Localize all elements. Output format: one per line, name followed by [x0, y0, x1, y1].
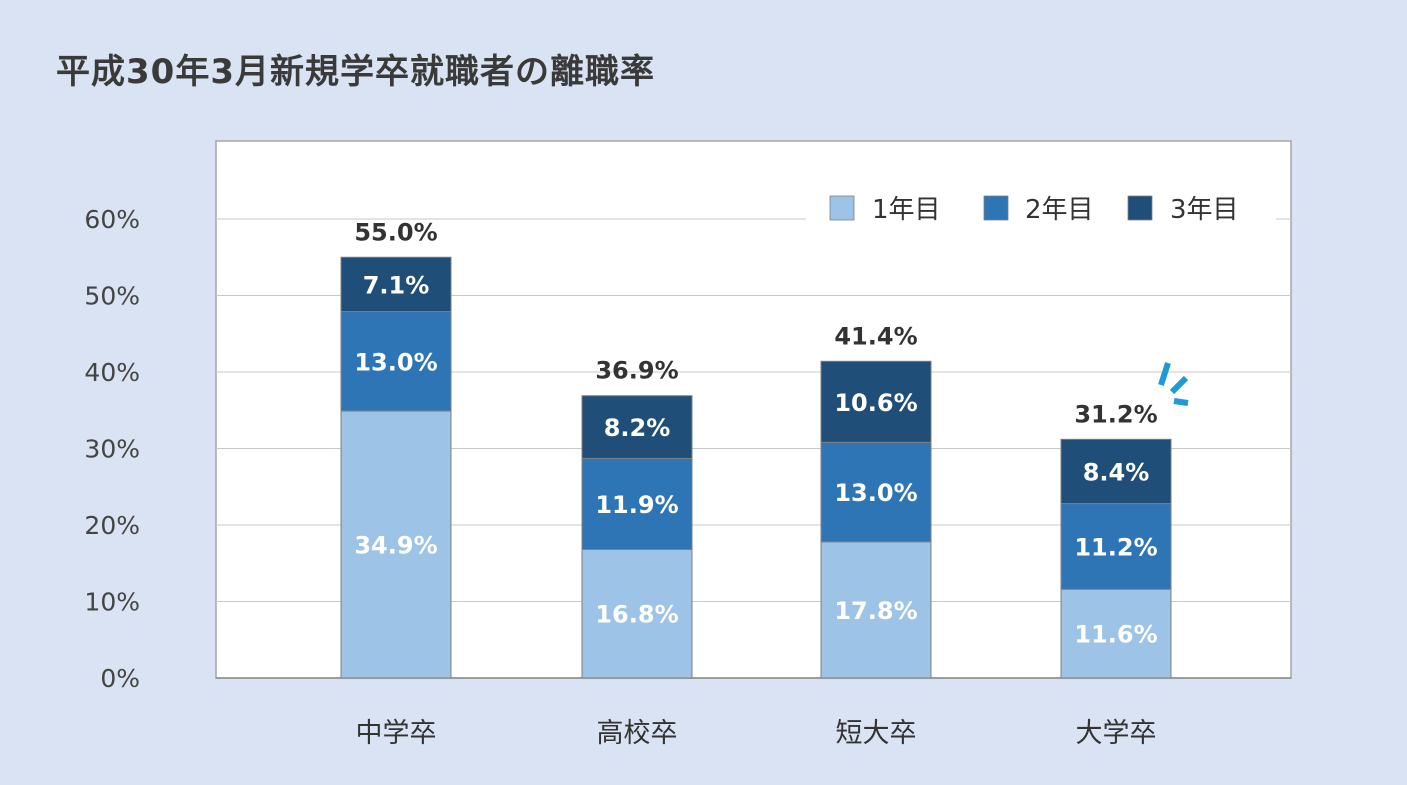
legend-label: 2年目 [1025, 195, 1094, 225]
legend-label: 1年目 [872, 195, 941, 225]
bar-segment [820, 541, 932, 679]
data-label: 11.2% [1074, 533, 1157, 561]
data-label: 7.1% [363, 271, 430, 299]
x-tick-label: 高校卒 [597, 718, 678, 749]
total-label: 31.2% [1074, 400, 1157, 428]
data-label: 8.2% [604, 414, 671, 442]
data-label: 11.9% [595, 491, 678, 519]
x-tick-label: 短大卒 [836, 718, 917, 749]
bar-segment [581, 548, 693, 679]
x-tick-label: 中学卒 [356, 718, 437, 749]
bar-segment [340, 410, 452, 679]
data-label: 8.4% [1083, 458, 1150, 486]
bar-segment [820, 441, 932, 543]
y-tick-label: 40% [84, 358, 140, 387]
bar-segment [340, 311, 452, 412]
bar-segment [581, 457, 693, 550]
data-label: 13.0% [354, 348, 437, 376]
bar-segment [1060, 503, 1172, 590]
y-tick-label: 30% [84, 435, 140, 464]
bar-segment [820, 360, 932, 443]
x-tick-label: 大学卒 [1076, 718, 1157, 749]
emphasis-mark [1173, 398, 1189, 406]
chart-title: 平成30年3月新規学卒就職者の離職率 [56, 52, 655, 92]
y-tick-label: 20% [84, 511, 140, 540]
data-label: 16.8% [595, 601, 678, 629]
data-label: 34.9% [354, 532, 437, 560]
data-label: 10.6% [834, 389, 917, 417]
emphasis-mark [1158, 362, 1171, 386]
y-tick-label: 0% [100, 664, 140, 693]
y-tick-label: 60% [84, 205, 140, 234]
total-label: 36.9% [595, 357, 678, 385]
legend-box [806, 188, 1276, 230]
bar-segment [581, 395, 693, 459]
data-label: 11.6% [1074, 621, 1157, 649]
data-label: 17.8% [834, 597, 917, 625]
legend-swatch [829, 195, 855, 221]
bar-segment [340, 256, 452, 313]
legend-swatch [983, 195, 1009, 221]
legend-swatch [1127, 195, 1153, 221]
bar-segment [1060, 438, 1172, 505]
y-tick-label: 50% [84, 282, 140, 311]
y-tick-label: 10% [84, 588, 140, 617]
legend-label: 3年目 [1170, 195, 1239, 225]
total-label: 55.0% [354, 218, 437, 246]
emphasis-mark [1169, 375, 1189, 395]
total-label: 41.4% [834, 322, 917, 350]
data-label: 13.0% [834, 479, 917, 507]
